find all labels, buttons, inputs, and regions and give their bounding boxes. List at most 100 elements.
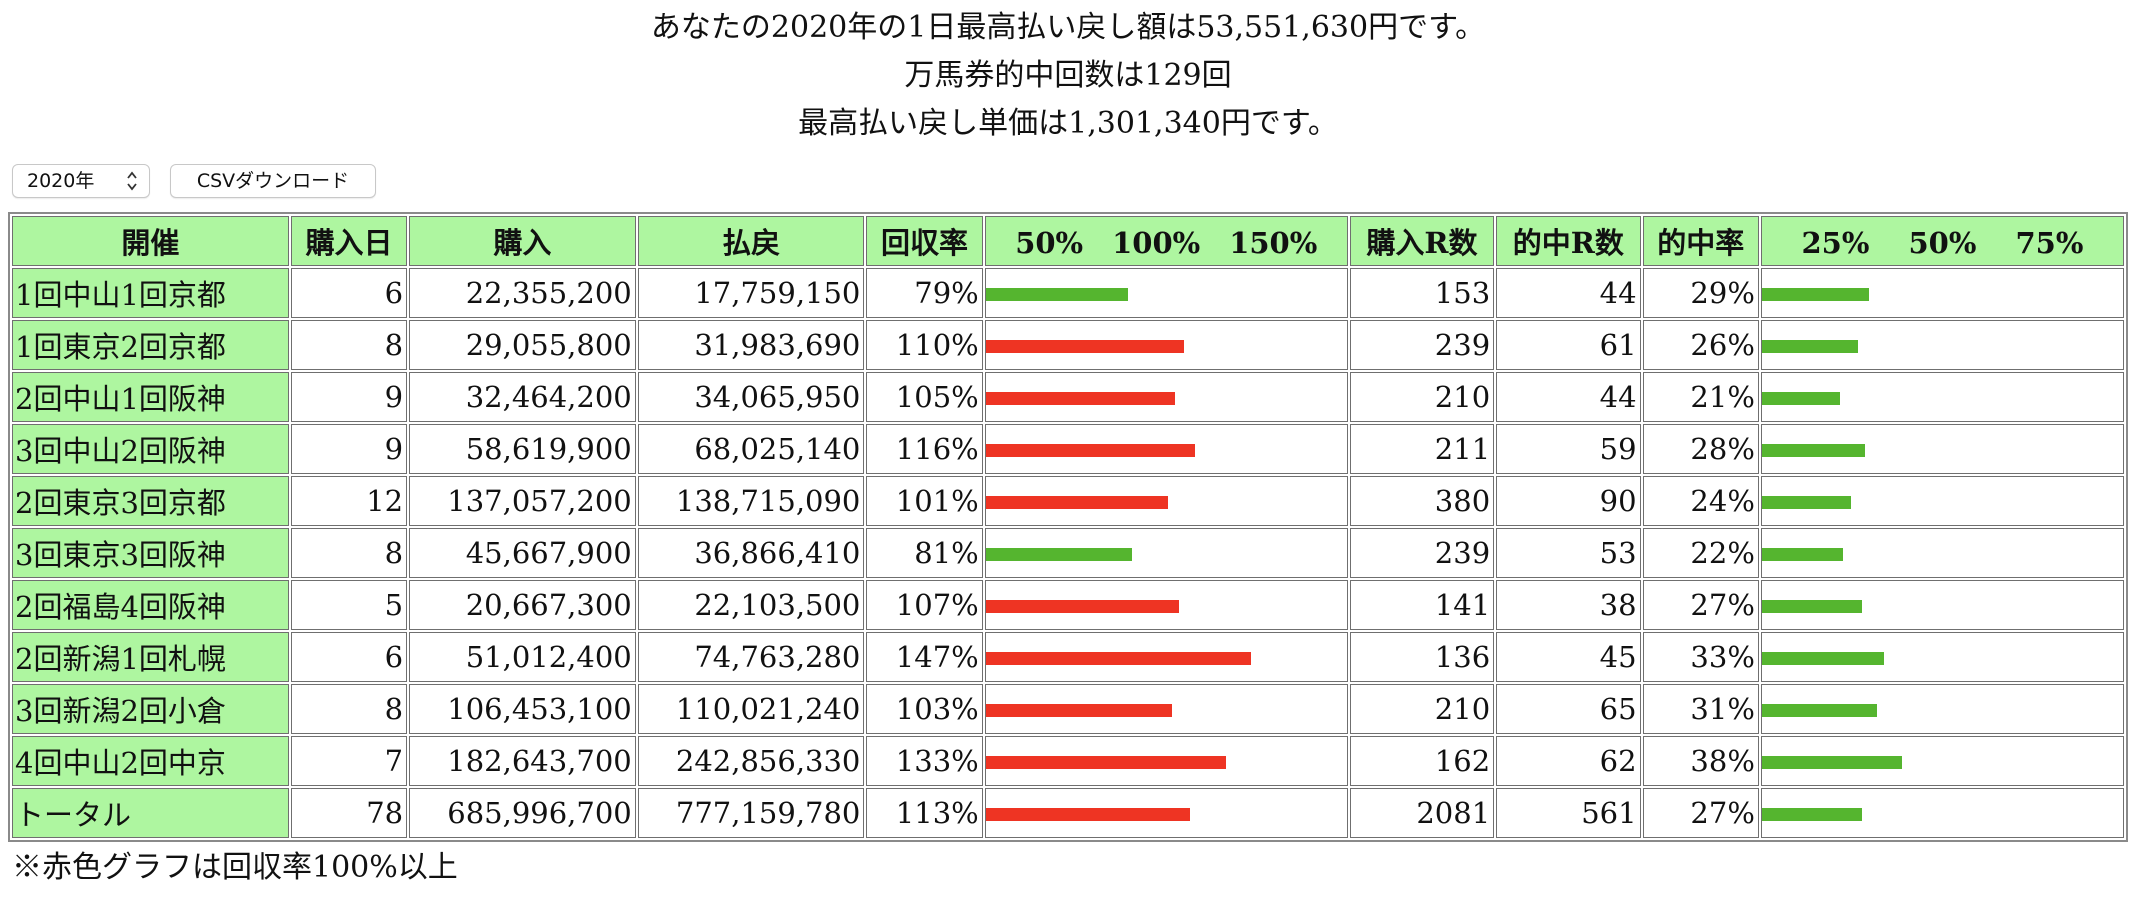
purchase-cell: 137,057,200 bbox=[409, 476, 636, 526]
table-row: 1回中山1回京都 6 22,355,200 17,759,150 79% 153 44 29% bbox=[12, 268, 2124, 318]
hit-rate-bar-cell bbox=[1760, 476, 2124, 526]
recovery-bar-cell bbox=[984, 268, 1348, 318]
races-cell: 211 bbox=[1349, 424, 1495, 474]
hit-rate-bar bbox=[1761, 392, 1840, 405]
recovery-bar bbox=[985, 548, 1132, 561]
footnote: ※赤色グラフは回収率100%以上 bbox=[12, 850, 458, 885]
year-select[interactable]: 2020年 bbox=[12, 164, 150, 198]
hit-rate-bar bbox=[1761, 756, 1903, 769]
hit-rate-bar-cell bbox=[1760, 580, 2124, 630]
days-cell: 6 bbox=[290, 632, 408, 682]
hit-races-cell: 65 bbox=[1496, 684, 1641, 734]
days-cell: 78 bbox=[290, 788, 408, 838]
summary-header: あなたの2020年の1日最高払い戻し額は53,551,630円です。 万馬券的中… bbox=[0, 4, 2136, 148]
purchase-cell: 22,355,200 bbox=[409, 268, 636, 318]
year-select-value: 2020年 bbox=[27, 170, 95, 192]
purchase-cell: 45,667,900 bbox=[409, 528, 636, 578]
hit-rate-bar bbox=[1761, 652, 1884, 665]
hit-races-cell: 53 bbox=[1496, 528, 1641, 578]
table-row: 1回東京2回京都 8 29,055,800 31,983,690 110% 239 61 26… bbox=[12, 320, 2124, 370]
recovery-cell: 107% bbox=[866, 580, 983, 630]
races-cell: 210 bbox=[1349, 372, 1495, 422]
table-row: 3回新潟2回小倉 8 106,453,100 110,021,240 103% 210 65… bbox=[12, 684, 2124, 734]
days-cell: 8 bbox=[290, 320, 408, 370]
hit-rate-bar bbox=[1761, 288, 1870, 301]
hit-rate-cell: 28% bbox=[1642, 424, 1759, 474]
venue-cell: 1回中山1回京都 bbox=[12, 268, 289, 318]
recovery-bar-cell bbox=[984, 632, 1348, 682]
payout-cell: 777,159,780 bbox=[637, 788, 865, 838]
hit-races-cell: 61 bbox=[1496, 320, 1641, 370]
hit-rate-bar-cell bbox=[1760, 268, 2124, 318]
col-header-hit-rate: 的中率 bbox=[1642, 216, 1759, 266]
recovery-bar bbox=[985, 756, 1226, 769]
summary-max-unit-payout: 最高払い戻し単価は1,301,340円です。 bbox=[798, 106, 1338, 141]
table-row: 3回東京3回阪神 8 45,667,900 36,866,410 81% 239 53 22% bbox=[12, 528, 2124, 578]
col-header-recovery-scale: 50% 100% 150% bbox=[984, 216, 1348, 266]
hit-races-cell: 45 bbox=[1496, 632, 1641, 682]
recovery-cell: 133% bbox=[866, 736, 983, 786]
hit-rate-cell: 27% bbox=[1642, 580, 1759, 630]
payout-cell: 74,763,280 bbox=[637, 632, 865, 682]
recovery-cell: 110% bbox=[866, 320, 983, 370]
hit-rate-bar-cell bbox=[1760, 528, 2124, 578]
hit-races-cell: 44 bbox=[1496, 268, 1641, 318]
days-cell: 9 bbox=[290, 424, 408, 474]
recovery-cell: 81% bbox=[866, 528, 983, 578]
table-row: 2回東京3回京都 12 137,057,200 138,715,090 101% 380 9… bbox=[12, 476, 2124, 526]
payout-cell: 68,025,140 bbox=[637, 424, 865, 474]
hit-rate-bar bbox=[1761, 548, 1844, 561]
hit-races-cell: 62 bbox=[1496, 736, 1641, 786]
hit-rate-bar-cell bbox=[1760, 372, 2124, 422]
results-table: 開催 購入日 購入 払戻 回収率 50% 100% 150% 購入R数 的中R数… bbox=[8, 212, 2128, 842]
recovery-bar bbox=[985, 652, 1252, 665]
recovery-bar bbox=[985, 392, 1176, 405]
purchase-cell: 51,012,400 bbox=[409, 632, 636, 682]
recovery-cell: 79% bbox=[866, 268, 983, 318]
recovery-bar bbox=[985, 288, 1129, 301]
hit-rate-cell: 26% bbox=[1642, 320, 1759, 370]
races-cell: 141 bbox=[1349, 580, 1495, 630]
table-row: 4回中山2回中京 7 182,643,700 242,856,330 133% 162 62… bbox=[12, 736, 2124, 786]
purchase-cell: 32,464,200 bbox=[409, 372, 636, 422]
total-row: トータル 78 685,996,700 777,159,780 113% 2081 561 2… bbox=[12, 788, 2124, 838]
venue-cell: 2回新潟1回札幌 bbox=[12, 632, 289, 682]
recovery-bar-cell bbox=[984, 476, 1348, 526]
races-cell: 136 bbox=[1349, 632, 1495, 682]
col-header-recovery: 回収率 bbox=[866, 216, 983, 266]
recovery-bar bbox=[985, 340, 1185, 353]
purchase-cell: 685,996,700 bbox=[409, 788, 636, 838]
recovery-bar-cell bbox=[984, 528, 1348, 578]
payout-cell: 17,759,150 bbox=[637, 268, 865, 318]
days-cell: 8 bbox=[290, 528, 408, 578]
hit-rate-cell: 38% bbox=[1642, 736, 1759, 786]
recovery-bar bbox=[985, 600, 1179, 613]
purchase-cell: 58,619,900 bbox=[409, 424, 636, 474]
col-header-purchase: 購入 bbox=[409, 216, 636, 266]
races-cell: 162 bbox=[1349, 736, 1495, 786]
payout-cell: 138,715,090 bbox=[637, 476, 865, 526]
col-header-races: 購入R数 bbox=[1349, 216, 1495, 266]
hit-rate-bar bbox=[1761, 808, 1862, 821]
hit-rate-cell: 33% bbox=[1642, 632, 1759, 682]
payout-cell: 36,866,410 bbox=[637, 528, 865, 578]
hit-rate-cell: 21% bbox=[1642, 372, 1759, 422]
hit-rate-bar-cell bbox=[1760, 632, 2124, 682]
venue-cell: 1回東京2回京都 bbox=[12, 320, 289, 370]
hit-races-cell: 38 bbox=[1496, 580, 1641, 630]
recovery-cell: 147% bbox=[866, 632, 983, 682]
venue-cell: 2回福島4回阪神 bbox=[12, 580, 289, 630]
venue-cell: 2回東京3回京都 bbox=[12, 476, 289, 526]
recovery-bar-cell bbox=[984, 372, 1348, 422]
hit-rate-bar-cell bbox=[1760, 320, 2124, 370]
hit-rate-cell: 24% bbox=[1642, 476, 1759, 526]
hit-rate-bar-cell bbox=[1760, 736, 2124, 786]
recovery-bar bbox=[985, 496, 1169, 509]
days-cell: 7 bbox=[290, 736, 408, 786]
csv-download-button[interactable]: CSVダウンロード bbox=[170, 164, 376, 198]
hit-races-cell: 90 bbox=[1496, 476, 1641, 526]
races-cell: 153 bbox=[1349, 268, 1495, 318]
hit-rate-cell: 31% bbox=[1642, 684, 1759, 734]
races-cell: 239 bbox=[1349, 528, 1495, 578]
summary-max-payout: あなたの2020年の1日最高払い戻し額は53,551,630円です。 bbox=[650, 10, 1486, 45]
